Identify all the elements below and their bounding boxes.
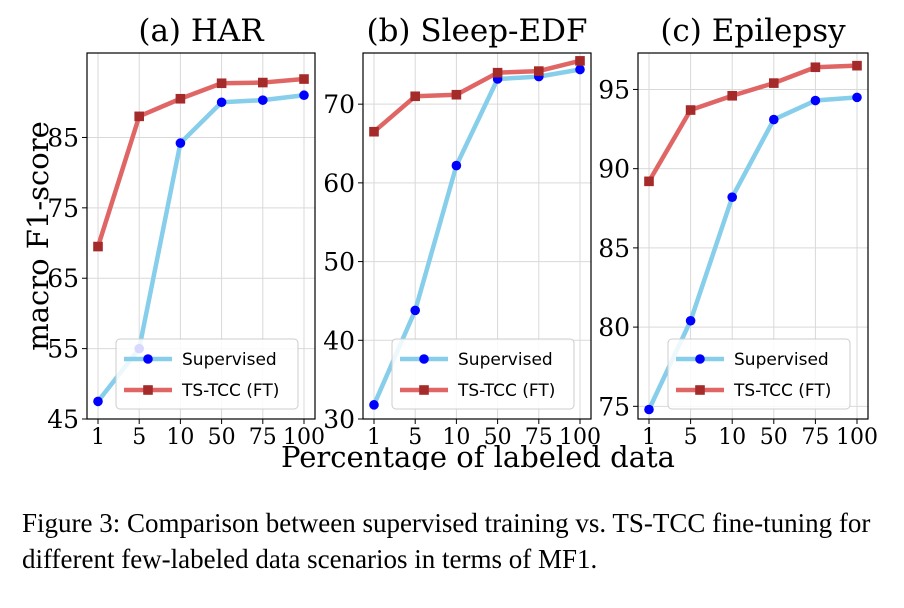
y-tick-label: 40: [323, 326, 355, 355]
y-tick-label: 90: [598, 155, 630, 184]
x-tick-label: 5: [684, 425, 698, 450]
legend: Supervised TS-TCC (FT): [667, 338, 851, 410]
data-point-tstcc: [216, 78, 227, 89]
y-tick-label: 50: [323, 248, 355, 277]
legend-label: TS-TCC (FT): [733, 381, 831, 401]
y-tick-label: 75: [47, 194, 79, 223]
x-tick-label: 75: [801, 425, 829, 450]
y-tick-label: 45: [47, 405, 79, 434]
x-axis-label: Percentage of labeled data: [281, 440, 675, 470]
legend-label: TS-TCC (FT): [457, 381, 555, 401]
data-point-supervised: [575, 64, 585, 75]
x-tick-label: 1: [91, 425, 105, 450]
legend-marker: [695, 354, 705, 364]
data-point-tstcc: [727, 90, 737, 101]
data-point-tstcc: [299, 74, 309, 84]
data-point-supervised: [810, 95, 821, 106]
data-point-tstcc: [852, 60, 862, 71]
x-tick-label: 1: [642, 425, 656, 450]
x-tick-label: 50: [484, 425, 512, 450]
y-tick-label: 60: [323, 169, 355, 198]
plot-frame: [86, 52, 316, 420]
x-tick-label: 10: [718, 425, 746, 450]
data-point-tstcc: [685, 105, 696, 115]
plot-frame: [637, 52, 869, 420]
series-line-tstcc: [372, 58, 581, 134]
data-point-supervised: [299, 90, 309, 101]
data-point-supervised: [175, 138, 186, 148]
y-tick-label: 95: [598, 75, 630, 104]
data-point-supervised: [410, 305, 421, 316]
y-tick-label: 80: [598, 313, 630, 342]
y-axis-label: macro F1-score: [21, 121, 55, 351]
data-point-tstcc: [534, 66, 544, 76]
data-point-tstcc: [769, 78, 779, 88]
x-tick-label: 100: [283, 425, 325, 450]
data-point-supervised: [727, 192, 737, 202]
x-tick-label: 100: [559, 425, 601, 450]
legend-marker: [143, 354, 153, 364]
legend: Supervised TS-TCC (FT): [391, 338, 575, 410]
legend-marker: [419, 385, 429, 395]
plot-frame: [362, 52, 592, 420]
series-line-supervised: [371, 67, 581, 406]
x-tick-label: 5: [408, 425, 422, 450]
legend-marker: [419, 354, 429, 364]
data-point-supervised: [685, 315, 696, 326]
data-point-tstcc: [810, 62, 821, 73]
x-tick-label: 50: [760, 425, 788, 450]
legend-marker: [695, 385, 705, 395]
y-tick-label: 30: [323, 405, 355, 434]
data-point-tstcc: [93, 241, 103, 252]
data-point-tstcc: [644, 176, 654, 187]
x-tick-label: 10: [166, 425, 194, 450]
data-point-supervised: [852, 92, 862, 103]
data-point-supervised: [451, 160, 462, 171]
legend-label: Supervised: [458, 350, 553, 370]
data-point-tstcc: [369, 126, 379, 137]
series-line-tstcc: [647, 63, 858, 183]
data-point-tstcc: [410, 91, 420, 102]
x-tick-label: 100: [836, 425, 878, 450]
legend-label: Supervised: [734, 350, 829, 370]
legend-label: Supervised: [182, 350, 277, 370]
data-point-supervised: [258, 95, 268, 105]
series-line-tstcc: [95, 76, 305, 248]
data-point-tstcc: [258, 77, 268, 88]
figure-caption: Figure 3: Comparison between supervised …: [22, 508, 871, 574]
data-point-tstcc: [492, 67, 503, 78]
legend-marker: [143, 385, 153, 395]
x-tick-label: 75: [249, 425, 277, 450]
data-point-tstcc: [175, 93, 186, 104]
data-point-supervised: [369, 400, 379, 410]
chart-title: (b) Sleep-EDF: [366, 13, 587, 49]
x-tick-label: 50: [208, 425, 236, 450]
data-point-tstcc: [451, 89, 462, 100]
chart-title: (a) HAR: [138, 13, 265, 49]
y-tick-label: 65: [47, 264, 79, 293]
chart-panel-2: 30 40 50 60 70 1 5 10 50 75 100 (b) Sleep-EDF Superv…: [323, 13, 601, 450]
legend: Supervised TS-TCC (FT): [115, 338, 299, 410]
y-tick-label: 85: [598, 234, 630, 263]
y-tick-label: 75: [598, 392, 630, 421]
data-point-supervised: [769, 114, 779, 125]
data-point-supervised: [216, 97, 227, 108]
y-tick-label: 70: [323, 90, 355, 119]
legend-label: TS-TCC (FT): [181, 381, 279, 401]
chart-panel-3: 75 80 85 90 95 1 5 10 50 75 100 (c) Epilepsy Supervi…: [598, 13, 878, 450]
x-tick-label: 75: [525, 425, 553, 450]
y-tick-label: 85: [47, 123, 79, 152]
data-point-tstcc: [575, 56, 585, 66]
x-tick-label: 10: [442, 425, 470, 450]
x-tick-label: 1: [367, 425, 381, 450]
chart-title: (c) Epilepsy: [660, 13, 846, 49]
y-tick-label: 55: [47, 335, 79, 364]
data-point-tstcc: [134, 111, 144, 122]
data-point-supervised: [644, 404, 654, 415]
data-point-supervised: [93, 396, 103, 407]
x-tick-label: 5: [132, 425, 146, 450]
series-line-supervised: [646, 95, 858, 411]
